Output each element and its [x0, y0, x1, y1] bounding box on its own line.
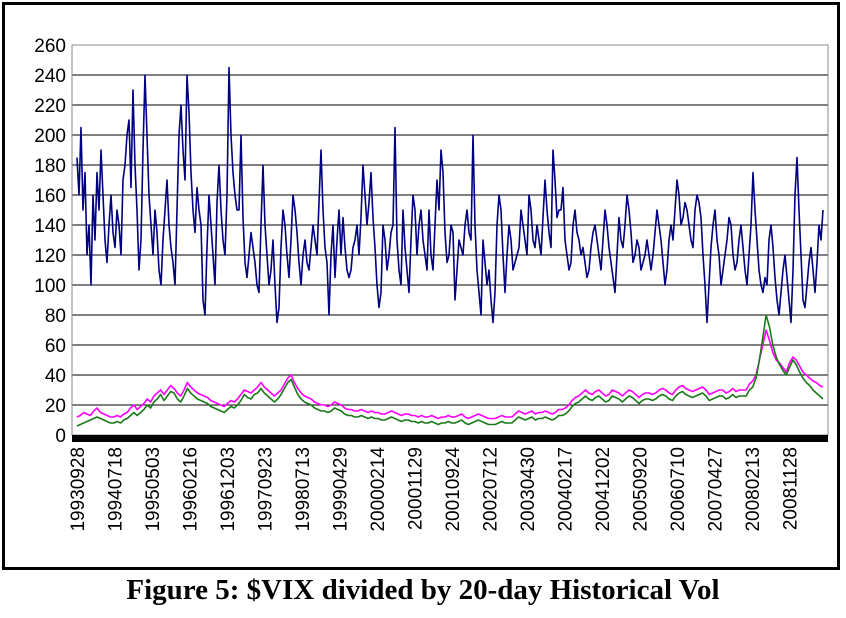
y-tick-label: 60	[45, 336, 66, 357]
x-axis-ticks: 19930928 19940718 19950503 19960216 19961203…	[68, 447, 801, 532]
y-tick-label: 220	[34, 96, 66, 117]
y-tick-label: 120	[34, 246, 66, 267]
y-tick-label: 100	[34, 276, 66, 297]
x-tick-label: 19980713	[293, 447, 314, 532]
x-tick-label: 20060710	[668, 447, 689, 532]
y-tick-label: 200	[34, 126, 66, 147]
x-tick-label: 20050920	[630, 447, 651, 532]
x-tick-label: 20080213	[743, 447, 764, 532]
y-tick-label: 160	[34, 186, 66, 207]
x-tick-label: 20010924	[443, 447, 464, 532]
x-tick-label: 19950503	[143, 447, 164, 532]
x-tick-label: 20020712	[480, 447, 501, 532]
x-tick-label: 19990429	[330, 447, 351, 532]
series-line-1	[76, 66, 824, 324]
x-tick-label: 19930928	[68, 447, 89, 532]
x-tick-label: 20041202	[593, 447, 614, 532]
x-tick-label: 19960216	[180, 447, 201, 532]
y-tick-label: 260	[34, 36, 66, 57]
y-tick-label: 240	[34, 66, 66, 87]
x-tick-label: 20070427	[705, 447, 726, 532]
y-tick-label: 180	[34, 156, 66, 177]
x-tick-label: 20001129	[405, 447, 426, 530]
y-axis-ticks: 0 20 40 60 80 100 120 140 160 180 200 220 240 260	[34, 36, 66, 447]
x-tick-label: 19940718	[105, 447, 126, 532]
series-line-2	[76, 329, 824, 420]
series-line-3	[76, 314, 824, 427]
y-tick-label: 0	[55, 426, 66, 447]
x-tick-label: 19961203	[218, 447, 239, 532]
x-tick-label: 20081128	[780, 447, 801, 530]
x-axis-bar	[72, 435, 828, 442]
y-tick-label: 20	[45, 396, 66, 417]
series-layer	[76, 66, 824, 427]
x-tick-label: 19970923	[255, 447, 276, 532]
x-tick-label: 20000214	[368, 447, 389, 532]
x-tick-label: 20040217	[555, 447, 576, 532]
chart-frame: 0 20 40 60 80 100 120 140 160 180 200 220 240 260 199…	[2, 2, 840, 570]
y-tick-label: 80	[45, 306, 66, 327]
gridlines	[72, 44, 828, 406]
figure-caption: Figure 5: $VIX divided by 20-day Histori…	[126, 574, 720, 606]
y-tick-label: 40	[45, 366, 66, 387]
y-tick-label: 140	[34, 216, 66, 237]
x-tick-label: 20030430	[518, 447, 539, 532]
chart: 0 20 40 60 80 100 120 140 160 180 200 220 240 260 199…	[34, 36, 829, 532]
